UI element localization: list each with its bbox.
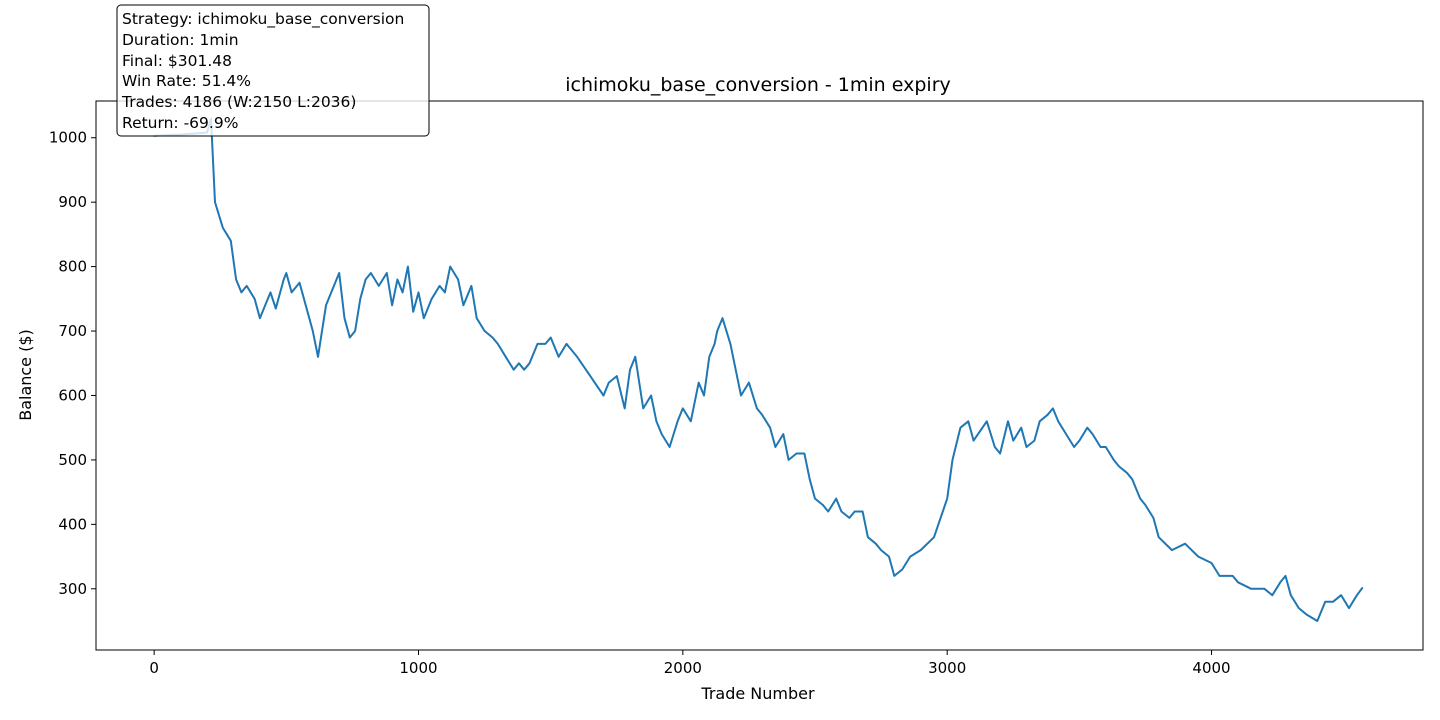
plot-frame — [95, 100, 1424, 651]
y-tick-label: 500 — [58, 451, 87, 469]
info-trades: Trades: 4186 (W:2150 L:2036) — [121, 93, 356, 111]
x-axis: 0 1000 2000 3000 4000 — [149, 650, 1231, 677]
x-tick-label: 3000 — [928, 659, 966, 677]
chart-title: ichimoku_base_conversion - 1min expiry — [565, 74, 951, 96]
y-tick-label: 800 — [58, 258, 87, 276]
info-strategy: Strategy: ichimoku_base_conversion — [122, 10, 404, 29]
balance-series-line — [153, 117, 1364, 622]
x-tick-label: 4000 — [1192, 659, 1230, 677]
info-return: Return: -69.9% — [122, 114, 238, 132]
y-tick-label: 900 — [58, 193, 87, 211]
y-tick-label: 400 — [58, 515, 87, 533]
x-tick-label: 0 — [149, 659, 159, 677]
y-tick-label: 1000 — [49, 129, 87, 147]
info-box-frame — [116, 4, 430, 137]
x-axis-label: Trade Number — [700, 684, 815, 703]
info-win-rate: Win Rate: 51.4% — [122, 72, 251, 90]
info-final-balance: Final: $301.48 — [122, 52, 232, 70]
x-tick-label: 2000 — [664, 659, 702, 677]
y-axis: 300 400 500 600 700 800 900 1000 — [49, 129, 96, 598]
y-axis-label: Balance ($) — [16, 329, 35, 421]
x-tick-label: 1000 — [399, 659, 437, 677]
plot-area — [153, 117, 1364, 622]
y-tick-label: 600 — [58, 386, 87, 404]
y-tick-label: 300 — [58, 580, 87, 598]
y-tick-label: 700 — [58, 322, 87, 340]
info-box: Strategy: ichimoku_base_conversion Durat… — [116, 4, 430, 137]
info-duration: Duration: 1min — [122, 31, 239, 49]
